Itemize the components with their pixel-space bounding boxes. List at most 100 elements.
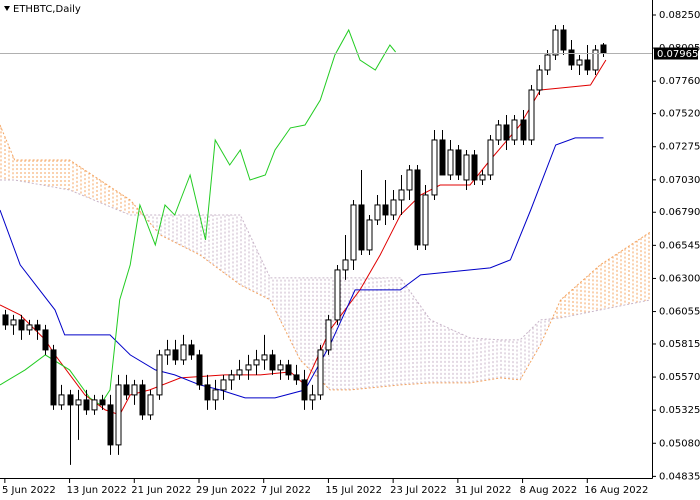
candle-body [503, 124, 510, 141]
candle-body [544, 54, 551, 71]
candle-body [600, 44, 607, 55]
candle-body [422, 194, 429, 246]
indicator-line [0, 137, 604, 399]
candle-body [139, 384, 146, 416]
candle-body [309, 394, 316, 401]
x-tick-label: 8 Aug 2022 [520, 485, 578, 496]
candle-body [455, 149, 462, 176]
candle-body [50, 349, 57, 406]
candle-body [536, 69, 543, 91]
y-tick-label: 0.06300 [659, 273, 700, 284]
candle-body [172, 349, 179, 361]
candle-body [261, 354, 268, 361]
candle-body [301, 379, 308, 401]
candle-body [285, 364, 292, 376]
candle-body [479, 174, 486, 181]
y-tick-label: 0.06055 [659, 307, 700, 318]
candle-body [463, 154, 470, 181]
candle-body [236, 369, 243, 376]
candle-body [228, 374, 235, 381]
candle-body [382, 204, 389, 216]
candle-body [26, 324, 33, 331]
candle-body [495, 124, 502, 141]
candle-body [528, 89, 535, 141]
x-tick-label: 16 Aug 2022 [584, 485, 648, 496]
candle-body [334, 269, 341, 321]
x-tick-label: 5 Jun 2022 [2, 485, 56, 496]
candle-body [253, 359, 260, 366]
candle-body [358, 204, 365, 251]
candle-body [398, 189, 405, 201]
candle-body [42, 329, 49, 351]
candle-body [220, 379, 227, 391]
y-tick-label: 0.05080 [659, 438, 700, 449]
y-tick-label: 0.04835 [659, 471, 700, 482]
x-tick-label: 13 Jun 2022 [67, 485, 127, 496]
y-tick-label: 0.07760 [659, 76, 700, 87]
candle-body [576, 59, 583, 66]
cloud-hatch [0, 127, 650, 390]
candle-body [568, 49, 575, 66]
candle-body [34, 324, 41, 331]
candle-body [592, 49, 599, 71]
candle-body [487, 139, 494, 176]
candle-body [115, 384, 122, 446]
candle-body [156, 354, 163, 396]
candle-body [317, 349, 324, 396]
candle-body [414, 169, 421, 246]
candle-body [447, 149, 454, 176]
x-tick-label: 23 Jul 2022 [390, 485, 447, 496]
y-tick-label: 0.08250 [659, 10, 700, 21]
last-price-label: 0.07965 [657, 49, 698, 60]
candle-body [245, 364, 252, 371]
candle-body [91, 399, 98, 411]
candle-body [131, 384, 138, 396]
candle-body [83, 399, 90, 411]
x-tick-label: 31 Jul 2022 [455, 485, 512, 496]
senkou-span-a [0, 124, 651, 391]
x-tick-label: 15 Jul 2022 [325, 485, 382, 496]
candle-body [269, 354, 276, 371]
menu-triangle[interactable] [4, 6, 10, 11]
candle-body [196, 354, 203, 386]
y-tick-label: 0.06790 [659, 207, 700, 218]
candle-body [58, 394, 65, 406]
candle-body [107, 404, 114, 446]
candle-body [67, 394, 74, 406]
plot-area [0, 24, 651, 465]
y-tick-label: 0.05815 [659, 339, 700, 350]
candle-body [204, 384, 211, 401]
candle-body [10, 319, 17, 326]
candle-body [180, 344, 187, 361]
last-price-box [654, 47, 698, 60]
candle-body [520, 119, 527, 141]
candle-body [164, 349, 171, 356]
y-tick-label: 0.05570 [659, 372, 700, 383]
candle-body [2, 314, 9, 326]
candle-body [560, 29, 567, 51]
candle-body [342, 259, 349, 271]
candle-body [293, 374, 300, 381]
candle-body [123, 384, 130, 396]
candle-body [350, 204, 357, 261]
chart-title: ETHBTC,Daily [13, 4, 81, 15]
candle-body [584, 59, 591, 71]
candle-body [439, 139, 446, 176]
candle-body [366, 219, 373, 251]
y-tick-label: 0.07030 [659, 175, 700, 186]
candle-body [406, 169, 413, 191]
candle-body [325, 319, 332, 351]
x-tick-label: 7 Jul 2022 [261, 485, 311, 496]
y-tick-label: 0.06545 [659, 240, 700, 251]
y-tick-label: 0.05325 [659, 405, 700, 416]
y-tick-label: 0.07275 [659, 142, 700, 153]
candle-body [552, 29, 559, 56]
candle-body [75, 399, 82, 406]
candle-body [471, 154, 478, 181]
candle-body [18, 319, 25, 331]
candle-body [277, 364, 284, 371]
candle-body [147, 394, 154, 416]
candle-body [99, 399, 106, 406]
